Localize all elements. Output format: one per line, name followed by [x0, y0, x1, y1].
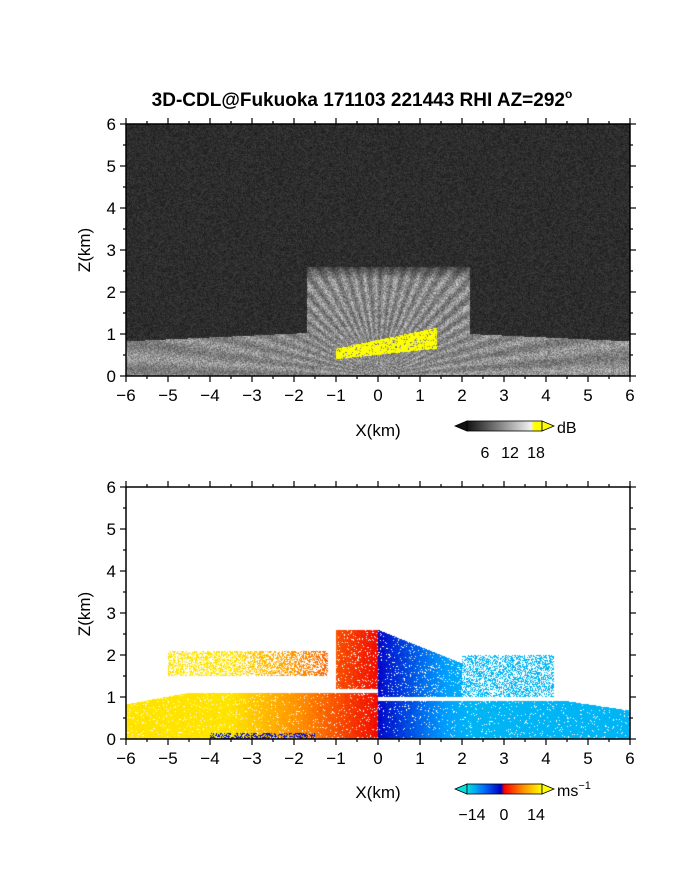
colorbar-tick-18: 18: [527, 445, 545, 462]
x-tick-label: 1: [415, 386, 424, 405]
y-tick-label: 4: [107, 199, 116, 218]
y-tick-label: 3: [107, 604, 116, 623]
velocity-xlabel: X(km): [355, 783, 400, 802]
y-tick-label: 0: [107, 367, 116, 386]
velocity-field: [126, 487, 630, 739]
colorbar-tick-14: 14: [527, 807, 545, 824]
y-tick-label: 6: [107, 115, 116, 134]
reflectivity-ylabel: Z(km): [75, 228, 94, 272]
colorbar-tick-0: 0: [500, 807, 509, 824]
y-tick-label: 1: [107, 325, 116, 344]
x-tick-label: 6: [625, 386, 634, 405]
x-tick-label: −5: [158, 386, 177, 405]
x-tick-label: 3: [499, 749, 508, 768]
y-tick-label: 0: [107, 730, 116, 749]
velocity-colorbar: ms−1 −14 0 14: [453, 780, 591, 824]
y-tick-label: 4: [107, 562, 116, 581]
colorbar-right-arrow: [541, 420, 556, 432]
x-tick-label: 1: [415, 749, 424, 768]
x-tick-label: −2: [284, 386, 303, 405]
x-tick-label: 0: [373, 749, 382, 768]
y-tick-label: 6: [107, 478, 116, 497]
y-tick-label: 5: [107, 520, 116, 539]
figure-title: 3D-CDL@Fukuoka 171103 221443 RHI AZ=292o: [152, 87, 573, 111]
x-tick-label: −4: [200, 749, 219, 768]
colorbar-left-arrow: [453, 783, 468, 795]
reflectivity-field: [126, 124, 630, 376]
velocity-panel: −6 −5 −4 −3 −2 −1 0 1 2 3 4 5 6 0 1 2 3 4 5 6 X(km) Z(km) m…: [75, 478, 636, 824]
velocity-axes: −6 −5 −4 −3 −2 −1 0 1 2 3 4 5 6 0 1 2 3 4 5 6: [107, 478, 636, 768]
x-tick-label: 6: [625, 749, 634, 768]
colorbar-unit: ms−1: [557, 780, 591, 800]
x-tick-label: −6: [116, 386, 135, 405]
colorbar-tick-12: 12: [501, 445, 519, 462]
reflectivity-axes: −6 −5 −4 −3 −2 −1 0 1 2 3 4 5 6 0 1 2 3 4 5 6: [107, 115, 636, 405]
x-tick-label: 4: [541, 386, 550, 405]
x-tick-label: 2: [457, 749, 466, 768]
x-tick-label: 4: [541, 749, 550, 768]
colorbar-left-arrow: [453, 420, 468, 432]
colorbar-unit: dB: [557, 420, 577, 437]
y-tick-label: 5: [107, 157, 116, 176]
x-tick-label: 0: [373, 386, 382, 405]
x-tick-label: 3: [499, 386, 508, 405]
x-tick-label: 2: [457, 386, 466, 405]
y-tick-label: 2: [107, 283, 116, 302]
colorbar-tick-minus14: −14: [458, 807, 485, 824]
y-tick-label: 3: [107, 241, 116, 260]
velocity-ylabel: Z(km): [75, 592, 94, 636]
x-tick-label: 5: [583, 386, 592, 405]
reflectivity-xlabel: X(km): [355, 421, 400, 440]
x-tick-label: 5: [583, 749, 592, 768]
x-tick-label: −1: [326, 749, 345, 768]
y-tick-label: 1: [107, 688, 116, 707]
reflectivity-colorbar: dB 6 12 18: [453, 420, 577, 462]
colorbar-tick-6: 6: [481, 445, 490, 462]
x-tick-label: −4: [200, 386, 219, 405]
colorbar-body: [466, 783, 543, 795]
colorbar-right-arrow: [541, 783, 556, 795]
x-tick-label: −5: [158, 749, 177, 768]
colorbar-body: [466, 420, 543, 432]
y-tick-label: 2: [107, 646, 116, 665]
x-tick-label: −3: [242, 749, 261, 768]
x-tick-label: −3: [242, 386, 261, 405]
x-tick-label: −6: [116, 749, 135, 768]
x-tick-label: −2: [284, 749, 303, 768]
x-tick-label: −1: [326, 386, 345, 405]
